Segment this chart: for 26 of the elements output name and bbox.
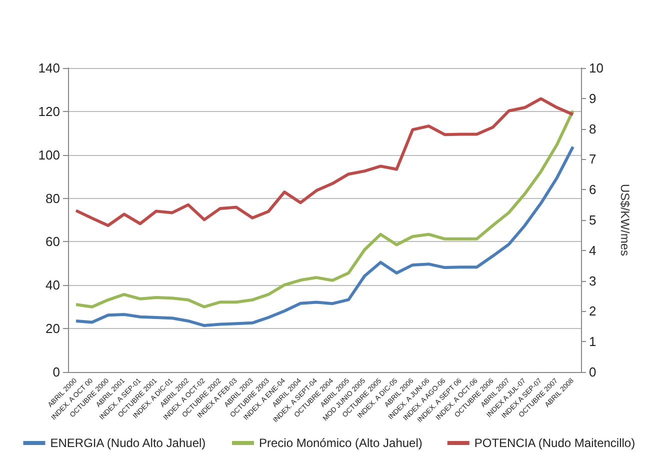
y2-tick-label: 5 — [589, 212, 596, 228]
y-tick-label: 120 — [38, 104, 60, 119]
y2-tick-label: 0 — [589, 364, 596, 380]
y2-tick-label: 10 — [589, 60, 604, 76]
y2-tick-label: 8 — [589, 121, 596, 136]
y-tick-label: 20 — [46, 321, 60, 336]
y-tick-label: 100 — [38, 147, 60, 162]
line-series — [74, 109, 574, 308]
y-tick-label: 60 — [46, 234, 60, 250]
y2-tick-label: 7 — [589, 152, 596, 167]
y-tick-label: 40 — [46, 278, 60, 293]
y-tick-label: 80 — [46, 190, 60, 206]
y2-tick-label: 2 — [589, 304, 596, 319]
y2-tick-label: 1 — [589, 334, 596, 350]
legend-label: ENERGIA (Nudo Alto Jahuel) — [50, 436, 206, 450]
line-series — [74, 145, 574, 328]
y2-tick-label: 3 — [589, 273, 596, 288]
y-tick-label: 140 — [38, 60, 60, 76]
y2-tick-label: 6 — [589, 182, 596, 198]
line-series — [74, 97, 574, 227]
legend-label: Precio Monómico (Alto Jahuel) — [258, 436, 422, 450]
y2-tick-label: 4 — [589, 242, 596, 258]
legend-label: POTENCIA (Nudo Maitencillo) — [474, 436, 636, 450]
y2-axis-title: US$/KW/mes — [618, 184, 632, 256]
y-tick-label: 0 — [52, 364, 60, 380]
y2-tick-label: 9 — [589, 90, 596, 106]
